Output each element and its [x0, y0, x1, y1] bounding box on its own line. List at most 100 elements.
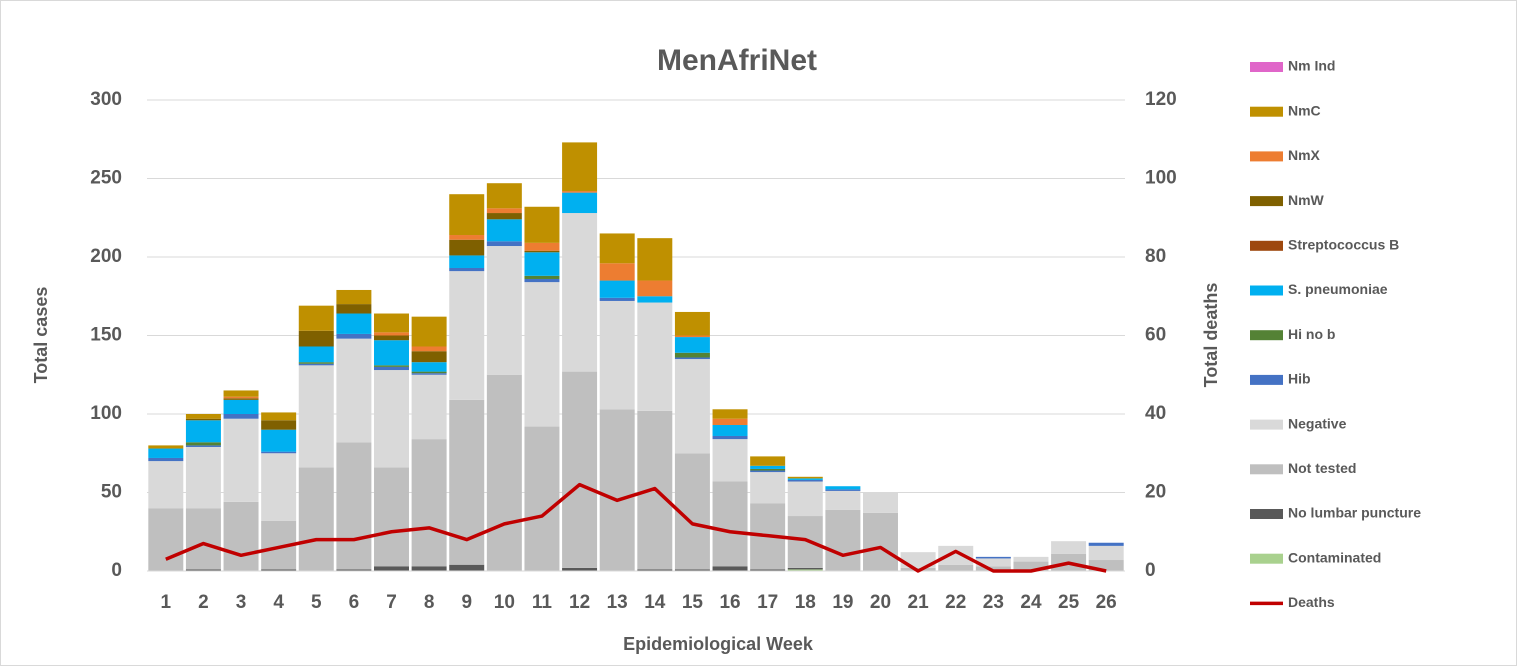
bar-segment	[148, 457, 184, 462]
bar-segment	[223, 418, 259, 502]
bar-segment	[298, 305, 334, 331]
bar-segment	[712, 418, 748, 425]
bar-segment	[524, 282, 560, 427]
bar-segment	[938, 564, 974, 571]
bar-segment	[599, 297, 635, 301]
legend-swatch	[1250, 106, 1283, 117]
legend-swatch	[1250, 374, 1283, 385]
bar-segment	[185, 569, 221, 571]
bar-segment	[825, 509, 861, 571]
bar-segment	[975, 556, 1011, 559]
bar-segment	[411, 439, 447, 567]
bar-segment	[750, 472, 786, 504]
bar-segment	[825, 486, 861, 490]
bar-segment	[261, 429, 297, 452]
legend-label: Nm Ind	[1288, 58, 1335, 74]
bar-segment	[712, 566, 748, 571]
bar-segment	[524, 278, 560, 283]
legend-swatch	[1250, 330, 1283, 341]
x-tick-label: 16	[719, 592, 740, 613]
bar-segment	[787, 516, 823, 568]
y2-tick-label: 40	[1145, 403, 1166, 424]
bar-segment	[298, 346, 334, 363]
bar-segment	[449, 564, 485, 571]
x-tick-label: 4	[273, 592, 284, 613]
bar-segment	[374, 370, 409, 468]
legend-swatch	[1250, 151, 1283, 162]
bar-segment	[336, 333, 372, 339]
legend-label: Streptococcus B	[1288, 237, 1399, 253]
y2-tick-label: 100	[1145, 168, 1177, 189]
bar-segment	[148, 461, 184, 509]
bar-segment	[223, 390, 259, 397]
bar-segment	[336, 289, 372, 305]
bar-segment	[562, 371, 598, 568]
bar-segment	[374, 332, 409, 336]
y2-tick-label: 80	[1145, 246, 1166, 267]
bar-segment	[1088, 542, 1124, 546]
bar-segment	[712, 435, 748, 440]
legend-swatch	[1250, 509, 1283, 519]
bar-segment	[148, 445, 184, 449]
x-tick-label: 25	[1058, 592, 1080, 613]
bar-segment	[223, 398, 259, 400]
y-tick-label: 300	[90, 89, 122, 110]
chart-title: MenAfriNet	[657, 44, 817, 77]
bar-segment	[486, 208, 522, 214]
bar-segment	[637, 569, 673, 571]
bar-segment	[298, 467, 334, 571]
x-tick-label: 13	[607, 592, 628, 613]
bar-segment	[712, 424, 748, 436]
bar-segment	[599, 263, 635, 281]
bar-segment	[298, 365, 334, 468]
bar-segment	[411, 371, 447, 374]
bar-segment	[674, 337, 710, 353]
y-axis-title: Total cases	[31, 287, 51, 384]
bar-segment	[674, 352, 710, 358]
legend-swatch	[1250, 285, 1283, 296]
bar-segment	[336, 313, 372, 334]
bar-segment	[562, 567, 598, 571]
bar-segment	[411, 362, 447, 372]
bar-segment	[712, 481, 748, 567]
y-tick-label: 250	[90, 168, 122, 189]
bar-segment	[486, 241, 522, 247]
bar-segment	[599, 280, 635, 298]
x-tick-label: 9	[461, 592, 472, 613]
bar-segment	[411, 346, 447, 352]
bar-segment	[185, 420, 221, 443]
bar-segment	[599, 233, 635, 264]
x-tick-label: 19	[832, 592, 853, 613]
legend-label: Contaminated	[1288, 549, 1381, 565]
x-tick-label: 10	[494, 592, 515, 613]
bar-segment	[261, 420, 297, 430]
bar-segment	[148, 508, 184, 571]
bar-segment	[637, 296, 673, 303]
bar-segment	[411, 316, 447, 347]
bar-segment	[562, 192, 598, 214]
x-tick-label: 11	[532, 592, 553, 613]
x-tick-label: 21	[908, 592, 930, 613]
x-tick-label: 26	[1096, 592, 1117, 613]
bar-segment	[449, 255, 485, 268]
bar-segment	[411, 373, 447, 375]
bar-segment	[750, 470, 786, 473]
legend-label: Deaths	[1288, 594, 1335, 610]
x-tick-label: 3	[236, 592, 247, 613]
bar-segment	[223, 399, 259, 414]
legend-label: No lumbar puncture	[1288, 505, 1421, 521]
bar-segment	[261, 453, 297, 521]
bar-segment	[486, 246, 522, 375]
x-axis-title: Epidemiological Week	[623, 634, 814, 654]
bar-segment	[411, 374, 447, 440]
bar-segment	[185, 508, 221, 570]
legend-swatch	[1250, 196, 1283, 207]
y-tick-label: 0	[111, 560, 122, 581]
bar-segment	[1013, 556, 1049, 562]
bar-segment	[674, 359, 710, 454]
x-tick-label: 12	[569, 592, 590, 613]
bar-segment	[148, 448, 184, 458]
legend-label: NmX	[1288, 147, 1321, 163]
bar-segment	[261, 412, 297, 421]
bar-segment	[411, 566, 447, 571]
